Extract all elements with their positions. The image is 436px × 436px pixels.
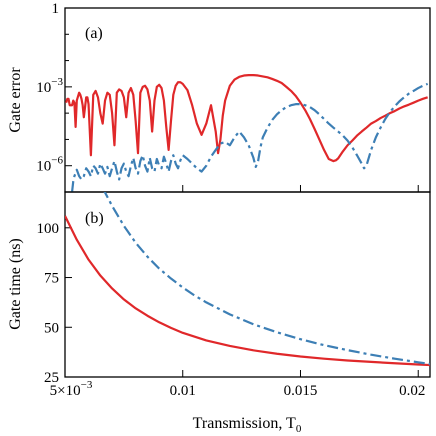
panel-b-ytick-label: 25	[44, 370, 59, 386]
panel-b-label: (b)	[85, 210, 104, 227]
panel-b-red-series	[65, 215, 430, 367]
panel-a-label: (a)	[85, 25, 103, 42]
panel-a-blue-series	[70, 82, 429, 192]
panel-b-xlabel-sub: 0	[296, 423, 302, 435]
panel-b: 25 50 75 100 5×10−3 0.01 0.015 0.02 (b) Gate t…	[7, 191, 431, 435]
panel-b-x-ticks: 5×10−3 0.01 0.015 0.02	[50, 370, 425, 399]
panel-a-ytick-label: 10−3	[36, 76, 63, 96]
panel-a-red-series	[65, 74, 428, 163]
panel-b-xlabel-main: Transmission, T	[193, 415, 296, 432]
panel-a: 1 10−3 10−6 (a) Gate error	[7, 1, 431, 193]
panel-a-frame	[64, 7, 431, 193]
panel-b-xtick-label: 0.02	[399, 383, 425, 399]
panel-b-xtick-label: 0.01	[170, 383, 196, 399]
panel-b-xtick-label: 0.015	[284, 383, 318, 399]
panel-b-frame	[64, 191, 431, 378]
panel-a-y-ticks: 1 10−3 10−6	[36, 1, 72, 193]
panel-b-ytick-label: 50	[44, 320, 59, 336]
panel-a-ytick-label: 1	[52, 1, 60, 17]
panel-b-xtick-label: 5×10−3	[50, 379, 93, 399]
panel-a-ylabel: Gate error	[7, 67, 24, 133]
panel-b-blue-series	[103, 192, 430, 366]
panel-a-ytick-label: 10−6	[36, 155, 63, 175]
panel-b-y-ticks: 25 50 75 100	[37, 221, 72, 386]
panel-b-ytick-label: 100	[37, 221, 60, 237]
panel-b-ytick-label: 75	[44, 271, 59, 287]
panel-b-ylabel: Gate time (ns)	[7, 238, 24, 330]
panel-b-xlabel: Transmission, T0	[193, 415, 302, 435]
panel-a-x-ticks	[64, 185, 419, 192]
